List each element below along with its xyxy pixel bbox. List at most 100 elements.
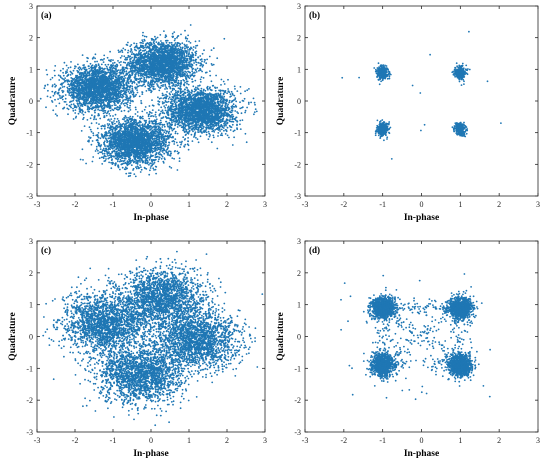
data-point (70, 85, 72, 87)
data-point (193, 46, 195, 48)
data-point (152, 75, 154, 77)
data-point (165, 34, 167, 36)
data-point (186, 38, 188, 40)
data-point (95, 53, 97, 55)
data-point (95, 64, 97, 66)
data-point (102, 110, 104, 112)
data-point (195, 41, 197, 43)
data-point (101, 90, 103, 92)
data-point (77, 80, 79, 82)
data-point (135, 61, 137, 63)
data-point (151, 43, 153, 45)
data-point (186, 81, 188, 83)
data-point (105, 73, 107, 75)
data-point (124, 71, 126, 73)
data-point (109, 66, 111, 68)
data-point (185, 51, 187, 53)
data-point (69, 90, 71, 92)
data-point (68, 108, 70, 110)
data-point (197, 68, 199, 70)
data-point (172, 33, 174, 35)
data-point (174, 52, 176, 54)
data-point (115, 94, 117, 96)
data-point (113, 81, 115, 83)
data-point (140, 52, 142, 54)
data-point (101, 107, 103, 109)
data-point (169, 72, 171, 74)
data-point (117, 84, 119, 86)
data-point (185, 71, 187, 73)
data-point (194, 69, 196, 71)
data-point (186, 62, 188, 64)
data-point (186, 44, 188, 46)
data-point (83, 90, 85, 92)
data-point (113, 85, 115, 87)
data-point (103, 70, 105, 72)
data-point (154, 50, 156, 52)
data-point (92, 103, 94, 105)
data-point (129, 92, 131, 94)
data-point (67, 113, 69, 115)
data-point (130, 91, 132, 93)
data-point (114, 104, 116, 106)
data-point (137, 92, 139, 94)
data-point (141, 74, 143, 76)
data-point (103, 91, 105, 93)
data-point (115, 68, 117, 70)
data-point (73, 103, 75, 105)
data-point (137, 73, 139, 75)
data-point (86, 61, 88, 63)
data-point (78, 71, 80, 73)
data-point (171, 50, 173, 52)
data-point (153, 45, 155, 47)
data-point (176, 77, 178, 79)
data-point (87, 95, 89, 97)
data-point (134, 75, 136, 77)
data-point (149, 42, 151, 44)
data-point (187, 68, 189, 70)
data-point (135, 94, 137, 96)
data-point (68, 94, 70, 96)
data-point (127, 64, 129, 66)
data-point (103, 82, 105, 84)
data-point (183, 80, 185, 82)
data-point (90, 85, 92, 87)
data-point (178, 55, 180, 57)
data-point (109, 123, 111, 125)
data-point (73, 98, 75, 100)
data-point (71, 83, 73, 85)
data-point (101, 80, 103, 82)
data-point (68, 92, 70, 94)
data-point (161, 66, 163, 68)
data-point (88, 77, 90, 79)
data-point (156, 70, 158, 72)
data-point (188, 41, 190, 43)
data-point (77, 64, 79, 66)
data-point (95, 103, 97, 105)
data-point (162, 57, 164, 59)
data-point (201, 76, 203, 78)
data-point (88, 81, 90, 83)
data-point (199, 69, 201, 71)
data-point (187, 58, 189, 60)
data-point (74, 86, 76, 88)
data-point (159, 70, 161, 72)
data-point (143, 58, 145, 60)
data-point (181, 60, 183, 62)
data-point (170, 62, 172, 64)
data-point (66, 65, 68, 67)
data-point (101, 67, 103, 69)
data-point (129, 89, 131, 91)
data-point (133, 60, 135, 62)
data-point (120, 96, 122, 98)
data-point (136, 47, 138, 49)
data-point (44, 87, 46, 89)
data-point (131, 51, 133, 53)
data-point (110, 96, 112, 98)
data-point (158, 44, 160, 46)
data-point (125, 67, 127, 69)
data-point (57, 92, 59, 94)
data-point (138, 82, 140, 84)
data-point (99, 110, 101, 112)
data-point (146, 66, 148, 68)
